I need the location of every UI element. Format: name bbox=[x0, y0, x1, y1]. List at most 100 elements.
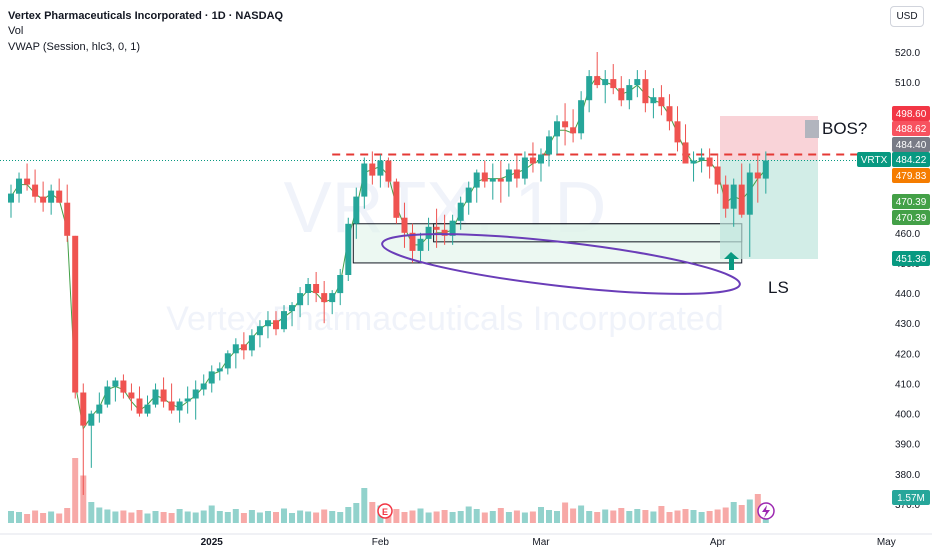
volume-bar bbox=[289, 513, 295, 523]
candle-body bbox=[152, 389, 159, 405]
candle-body bbox=[473, 172, 480, 188]
volume-bar bbox=[698, 512, 705, 523]
volume-bar bbox=[8, 511, 14, 523]
candles bbox=[8, 52, 769, 495]
volume-bar bbox=[562, 502, 569, 523]
volume-bar bbox=[248, 510, 255, 523]
candle-body bbox=[594, 76, 601, 86]
candle-body bbox=[538, 154, 544, 164]
volume-bar bbox=[240, 513, 247, 523]
candle-body bbox=[377, 160, 384, 176]
annotations[interactable]: BOS? LS bbox=[380, 119, 868, 306]
candle-body bbox=[457, 202, 464, 221]
candle-body bbox=[72, 235, 79, 393]
volume-bar bbox=[136, 510, 143, 523]
candle-body bbox=[265, 320, 271, 327]
volume-bar bbox=[72, 458, 79, 523]
volume-bar bbox=[714, 509, 721, 523]
candle-body bbox=[160, 389, 167, 402]
vwap-legend[interactable]: VWAP (Session, hlc3, 0, 1) bbox=[8, 41, 141, 53]
candle-body bbox=[626, 85, 633, 101]
candle-body bbox=[481, 172, 488, 182]
volume-bar bbox=[265, 511, 271, 523]
volume-bar bbox=[401, 512, 408, 523]
volume-legend[interactable]: Vol bbox=[8, 25, 24, 37]
candle-body bbox=[698, 157, 705, 161]
volume-bar bbox=[88, 502, 95, 523]
price-scale-tag-text: VRTX bbox=[861, 155, 888, 166]
price-scale-tag-text: 470.39 bbox=[896, 197, 927, 208]
volume-bar bbox=[690, 510, 697, 523]
candle-body bbox=[305, 284, 312, 293]
candle-body bbox=[104, 386, 111, 405]
candle-body bbox=[658, 97, 665, 107]
y-tick-label: 370.0 bbox=[895, 500, 920, 511]
volume-bar bbox=[16, 512, 22, 523]
volume-bar bbox=[208, 505, 215, 523]
stop-zone bbox=[720, 116, 818, 160]
volume-bar bbox=[216, 511, 223, 523]
price-scale-tag bbox=[892, 106, 930, 121]
candle-body bbox=[120, 380, 127, 393]
candle-body bbox=[385, 160, 392, 182]
volume-bar bbox=[224, 512, 231, 523]
candle-body bbox=[674, 121, 681, 143]
candle-body bbox=[297, 293, 304, 306]
price-scale-tag bbox=[892, 121, 930, 136]
volume-bar bbox=[738, 505, 745, 523]
volume-bar bbox=[160, 512, 167, 523]
candle-body bbox=[353, 196, 360, 224]
candle-body bbox=[168, 401, 175, 411]
demand-zone[interactable] bbox=[433, 223, 743, 243]
volume-bar bbox=[626, 511, 633, 523]
candle-body bbox=[321, 293, 328, 303]
long-position-tool[interactable] bbox=[720, 116, 819, 259]
candle-body bbox=[16, 178, 22, 194]
volume-bar bbox=[192, 512, 199, 523]
volume-bar bbox=[473, 509, 480, 523]
volume-bar bbox=[618, 508, 625, 523]
volume-bar bbox=[610, 510, 617, 523]
volume-bar bbox=[273, 512, 279, 523]
candle-body bbox=[642, 79, 649, 104]
up-arrow-icon bbox=[724, 252, 739, 270]
y-tick-label: 510.0 bbox=[895, 78, 920, 89]
price-scale-tag-text: 1.57M bbox=[897, 493, 925, 504]
volume-bar bbox=[96, 507, 103, 523]
candle-body bbox=[746, 172, 753, 215]
candle-body bbox=[369, 163, 376, 176]
volume-bar bbox=[369, 502, 376, 523]
candle-body bbox=[88, 413, 95, 426]
y-tick-label: 440.0 bbox=[895, 289, 920, 300]
earnings-badge-label: E bbox=[382, 507, 388, 517]
volume-bar bbox=[722, 507, 729, 523]
candle-body bbox=[345, 223, 352, 275]
volume-bar bbox=[337, 512, 344, 523]
price-scale-tag-text: 479.83 bbox=[896, 171, 927, 182]
price-scale-tag bbox=[857, 152, 891, 167]
candle-body bbox=[489, 178, 496, 182]
candle-body bbox=[497, 178, 504, 182]
volume-bar bbox=[642, 510, 649, 523]
candle-body bbox=[361, 163, 368, 197]
volume-bar bbox=[594, 512, 601, 523]
candle-body bbox=[64, 202, 71, 236]
candle-body bbox=[248, 335, 255, 351]
candle-body bbox=[176, 401, 183, 411]
horizontal-level[interactable] bbox=[0, 153, 880, 161]
chart-title[interactable]: Vertex Pharmaceuticals Incorporated · 1D… bbox=[8, 10, 284, 22]
price-scale-tag bbox=[892, 194, 930, 209]
candle-body bbox=[56, 190, 63, 203]
volume-bar bbox=[449, 512, 456, 523]
y-tick-label: 410.0 bbox=[895, 379, 920, 390]
volume-bar bbox=[513, 510, 520, 523]
event-badges[interactable]: E bbox=[377, 502, 775, 520]
candle-body bbox=[136, 398, 143, 414]
volume-bar bbox=[313, 512, 320, 523]
currency-button[interactable]: USD bbox=[890, 6, 924, 27]
volume-bar bbox=[104, 509, 111, 523]
volume-bar bbox=[457, 511, 464, 523]
candle-body bbox=[48, 190, 55, 203]
candle-body bbox=[256, 326, 263, 336]
